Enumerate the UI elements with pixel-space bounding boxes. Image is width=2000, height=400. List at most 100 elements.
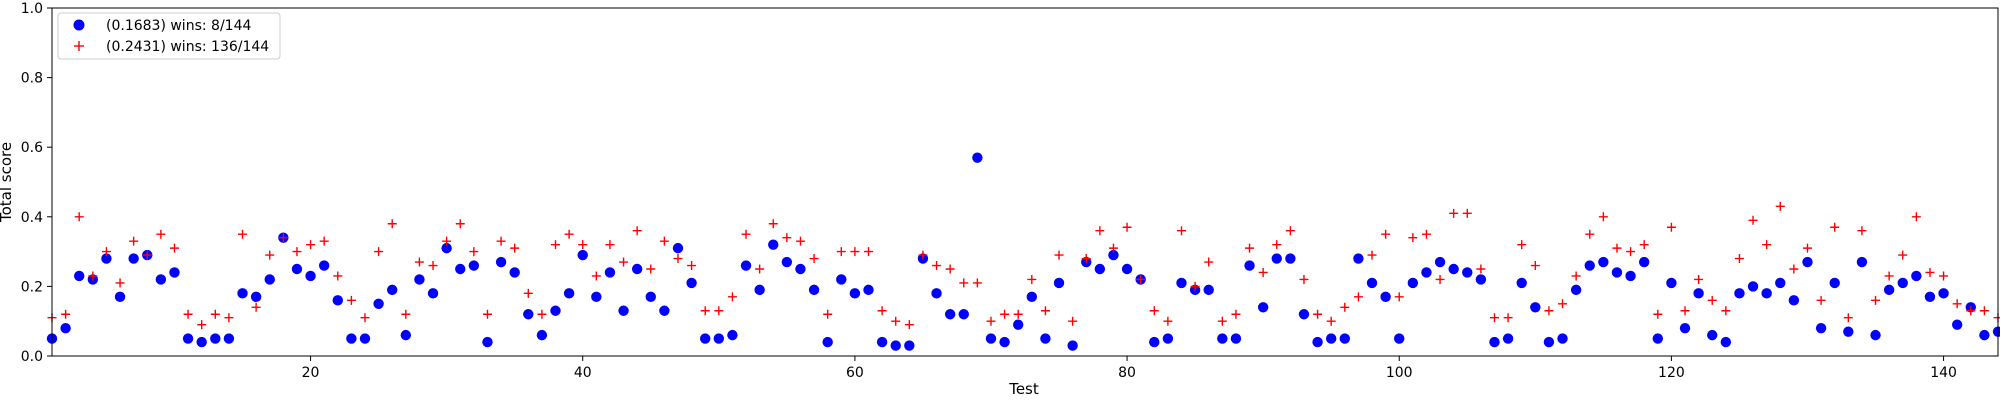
red-point	[1054, 250, 1064, 260]
red-point	[1381, 229, 1391, 239]
red-point	[1122, 222, 1132, 232]
blue-point	[1707, 329, 1718, 341]
red-point	[414, 257, 424, 267]
red-point	[496, 236, 506, 246]
red-point	[605, 240, 615, 250]
y-tick-label: 0.6	[21, 140, 43, 156]
blue-point	[128, 253, 139, 264]
blue-point	[863, 284, 874, 296]
blue-point	[1230, 333, 1242, 344]
blue-point	[1734, 288, 1745, 299]
red-point	[482, 309, 492, 319]
blue-point	[1652, 333, 1663, 344]
blue-point	[1679, 322, 1691, 334]
red-point	[1217, 316, 1227, 326]
blue-point	[291, 263, 303, 275]
red-point	[1530, 261, 1540, 271]
red-point	[1762, 240, 1772, 250]
red-point	[101, 247, 111, 257]
blue-point	[999, 336, 1010, 348]
blue-point	[1530, 302, 1541, 313]
red-point	[1068, 316, 1078, 326]
blue-point	[1489, 336, 1500, 348]
y-axis-title: Total score	[0, 142, 15, 223]
red-point	[265, 250, 275, 260]
red-point	[1598, 212, 1608, 222]
red-point	[142, 250, 152, 260]
red-point	[1027, 274, 1037, 284]
blue-point	[1162, 333, 1174, 344]
blue-point	[305, 270, 316, 282]
red-point	[1489, 313, 1499, 323]
red-point	[932, 261, 942, 271]
y-axis-ticks: 0.0 0.2 0.4 0.6 0.8 1.0	[21, 1, 52, 365]
red-point	[1775, 201, 1785, 211]
red-point	[1435, 274, 1445, 284]
red-point	[1544, 306, 1554, 316]
y-tick-label: 0.4	[21, 210, 43, 226]
red-point	[755, 264, 765, 274]
blue-point	[659, 305, 670, 316]
red-point	[959, 278, 969, 288]
blue-point	[1870, 329, 1881, 341]
red-point	[74, 212, 84, 222]
blue-point	[768, 239, 779, 250]
blue-point	[1394, 333, 1405, 344]
blue-point	[114, 291, 126, 303]
red-point	[224, 313, 234, 323]
red-point	[972, 278, 982, 288]
blue-point	[1026, 291, 1038, 303]
blue-point	[1285, 253, 1296, 264]
red-point	[1666, 222, 1676, 232]
red-point	[1367, 250, 1377, 260]
blue-point	[1938, 288, 1949, 299]
red-point	[1816, 295, 1826, 305]
blue-point	[904, 340, 915, 351]
blue-point	[536, 329, 548, 341]
legend-marker-red	[74, 41, 84, 51]
red-point	[782, 233, 792, 243]
blue-point	[332, 295, 343, 306]
blue-point	[618, 305, 629, 316]
red-point	[1258, 267, 1268, 277]
red-point	[1081, 254, 1091, 264]
blue-point	[1040, 333, 1051, 344]
red-point	[986, 316, 996, 326]
blue-point	[1979, 329, 1990, 341]
blue-point	[441, 242, 452, 254]
blue-point	[223, 333, 235, 344]
blue-point	[727, 329, 738, 341]
red-point	[945, 264, 955, 274]
blue-point	[550, 305, 561, 316]
blue-point	[808, 284, 820, 296]
blue-point	[1217, 333, 1228, 344]
blue-point	[1176, 277, 1187, 289]
blue-point	[1149, 336, 1160, 348]
blue-point	[359, 333, 371, 344]
blue-point	[1802, 256, 1813, 268]
blue-point	[373, 298, 384, 309]
red-point	[523, 288, 533, 298]
legend: (0.1683) wins: 8/144 (0.2431) wins: 136/…	[57, 12, 281, 60]
red-point	[61, 309, 71, 319]
blue-point	[468, 260, 480, 271]
blue-point	[1856, 256, 1868, 268]
red-point	[591, 271, 601, 281]
red-point	[1585, 229, 1595, 239]
red-point	[904, 320, 914, 330]
blue-point	[1053, 277, 1065, 289]
red-point	[197, 320, 207, 330]
blue-point	[1244, 260, 1255, 271]
blue-point	[1407, 277, 1419, 289]
red-point	[1095, 226, 1105, 236]
red-point	[1204, 257, 1214, 267]
red-point	[1340, 302, 1350, 312]
series-red-markers	[47, 201, 2000, 330]
blue-point	[196, 336, 207, 348]
red-point	[1979, 306, 1989, 316]
red-point	[510, 243, 520, 253]
red-point	[306, 240, 316, 250]
x-tick-label: 40	[574, 365, 592, 381]
blue-point	[1693, 288, 1704, 299]
